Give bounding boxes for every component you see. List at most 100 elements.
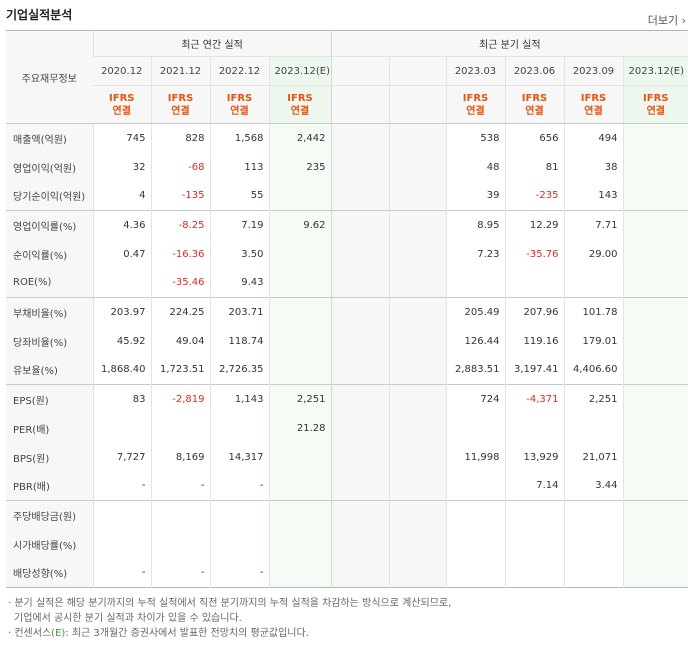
value-cell: [445, 558, 505, 588]
value-cell: [445, 268, 505, 298]
value-cell: [445, 529, 505, 559]
value-cell: 724: [445, 384, 505, 414]
row-label: 당좌비율(%): [6, 326, 93, 356]
estimate-cell: [622, 529, 689, 559]
value-cell: 4: [92, 181, 151, 211]
estimate-cell: [622, 326, 689, 356]
value-cell: 828: [150, 123, 210, 153]
spacer-cell: [330, 442, 389, 472]
value-cell: 3.44: [563, 471, 623, 501]
value-cell: 224.25: [150, 297, 210, 327]
spacer-cell: [330, 500, 389, 530]
estimate-cell: [268, 239, 331, 269]
value-cell: 38: [563, 152, 623, 182]
accounting-standard: IFRS 연결: [563, 85, 623, 124]
value-cell: [92, 413, 151, 443]
value-cell: -: [150, 471, 210, 501]
value-cell: 49.04: [150, 326, 210, 356]
spacer-header: [388, 56, 446, 86]
spacer-cell: [388, 558, 446, 588]
spacer-cell: [388, 500, 446, 530]
more-link[interactable]: 더보기 ›: [648, 12, 686, 28]
table-row: 당기순이익(억원) 4 -135 55 39 -235 143: [6, 181, 689, 211]
estimate-cell: [622, 123, 689, 153]
value-cell: 1,568: [209, 123, 269, 153]
row-label: 당기순이익(억원): [6, 181, 93, 211]
value-cell: 7,727: [92, 442, 151, 472]
value-cell: 7.19: [209, 210, 269, 240]
value-cell: -: [209, 558, 269, 588]
value-cell: -35.46: [150, 268, 210, 298]
quarter-header: 최근 분기 실적: [330, 30, 689, 57]
value-cell: 4.36: [92, 210, 151, 240]
value-cell: 3.50: [209, 239, 269, 269]
value-cell: 101.78: [563, 297, 623, 327]
value-cell: 7.71: [563, 210, 623, 240]
value-cell: 8,169: [150, 442, 210, 472]
value-cell: -2,819: [150, 384, 210, 414]
value-cell: 2,883.51: [445, 355, 505, 385]
table-row: 부채비율(%) 203.97 224.25 203.71 205.49 207.96 101…: [6, 297, 689, 327]
estimate-cell: [268, 442, 331, 472]
value-cell: 203.71: [209, 297, 269, 327]
estimate-cell: [268, 297, 331, 327]
value-cell: -35.76: [504, 239, 564, 269]
spacer-cell: [388, 355, 446, 385]
spacer-cell: [330, 471, 389, 501]
estimate-cell: [622, 558, 689, 588]
value-cell: 118.74: [209, 326, 269, 356]
value-cell: [445, 500, 505, 530]
estimate-cell: [268, 529, 331, 559]
spacer-cell: [330, 326, 389, 356]
estimate-cell: [268, 500, 331, 530]
financial-table: 주요재무정보 최근 연간 실적 최근 분기 실적 2020.12 2021.12…: [6, 30, 689, 588]
spacer-cell: [388, 326, 446, 356]
value-cell: -: [92, 471, 151, 501]
row-label: 부채비율(%): [6, 297, 93, 327]
value-cell: 32: [92, 152, 151, 182]
accounting-standard: IFRS 연결: [445, 85, 505, 124]
value-cell: [209, 500, 269, 530]
value-cell: 2,251: [563, 384, 623, 414]
period-header: 2023.09: [563, 56, 623, 86]
spacer-cell: [388, 181, 446, 211]
footnote-1: · 분기 실적은 해당 분기까지의 누적 실적에서 직전 분기까지의 누적 실적…: [8, 598, 452, 609]
accounting-standard: IFRS 연결: [150, 85, 210, 124]
value-cell: [504, 529, 564, 559]
value-cell: 7.23: [445, 239, 505, 269]
accounting-standard: IFRS 연결: [622, 85, 689, 124]
spacer-cell: [330, 239, 389, 269]
value-cell: 14,317: [209, 442, 269, 472]
value-cell: 119.16: [504, 326, 564, 356]
value-cell: -16.36: [150, 239, 210, 269]
row-label: 매출액(억원): [6, 123, 93, 153]
row-label: EPS(원): [6, 384, 93, 414]
estimate-cell: [622, 442, 689, 472]
spacer-header: [330, 85, 389, 124]
row-label: 시가배당률(%): [6, 529, 93, 559]
estimate-cell: 2,442: [268, 123, 331, 153]
value-cell: [504, 500, 564, 530]
value-cell: [563, 529, 623, 559]
period-header-estimate: 2023.12(E): [622, 56, 689, 86]
value-cell: 8.95: [445, 210, 505, 240]
accounting-standard: IFRS 연결: [93, 85, 151, 124]
value-cell: [504, 558, 564, 588]
spacer-cell: [388, 413, 446, 443]
value-cell: [563, 558, 623, 588]
table-row: 영업이익(억원) 32 -68 113 235 48 81 38: [6, 152, 689, 182]
row-label: 주당배당금(원): [6, 500, 93, 530]
estimate-cell: [622, 210, 689, 240]
value-cell: 13,929: [504, 442, 564, 472]
spacer-cell: [330, 384, 389, 414]
value-cell: 48: [445, 152, 505, 182]
value-cell: [445, 413, 505, 443]
estimate-cell: [268, 471, 331, 501]
value-cell: 11,998: [445, 442, 505, 472]
value-cell: [150, 500, 210, 530]
value-cell: [445, 471, 505, 501]
accounting-standard: IFRS 연결: [209, 85, 269, 124]
spacer-cell: [330, 558, 389, 588]
corner-label: 주요재무정보: [6, 30, 93, 124]
estimate-cell: [622, 239, 689, 269]
